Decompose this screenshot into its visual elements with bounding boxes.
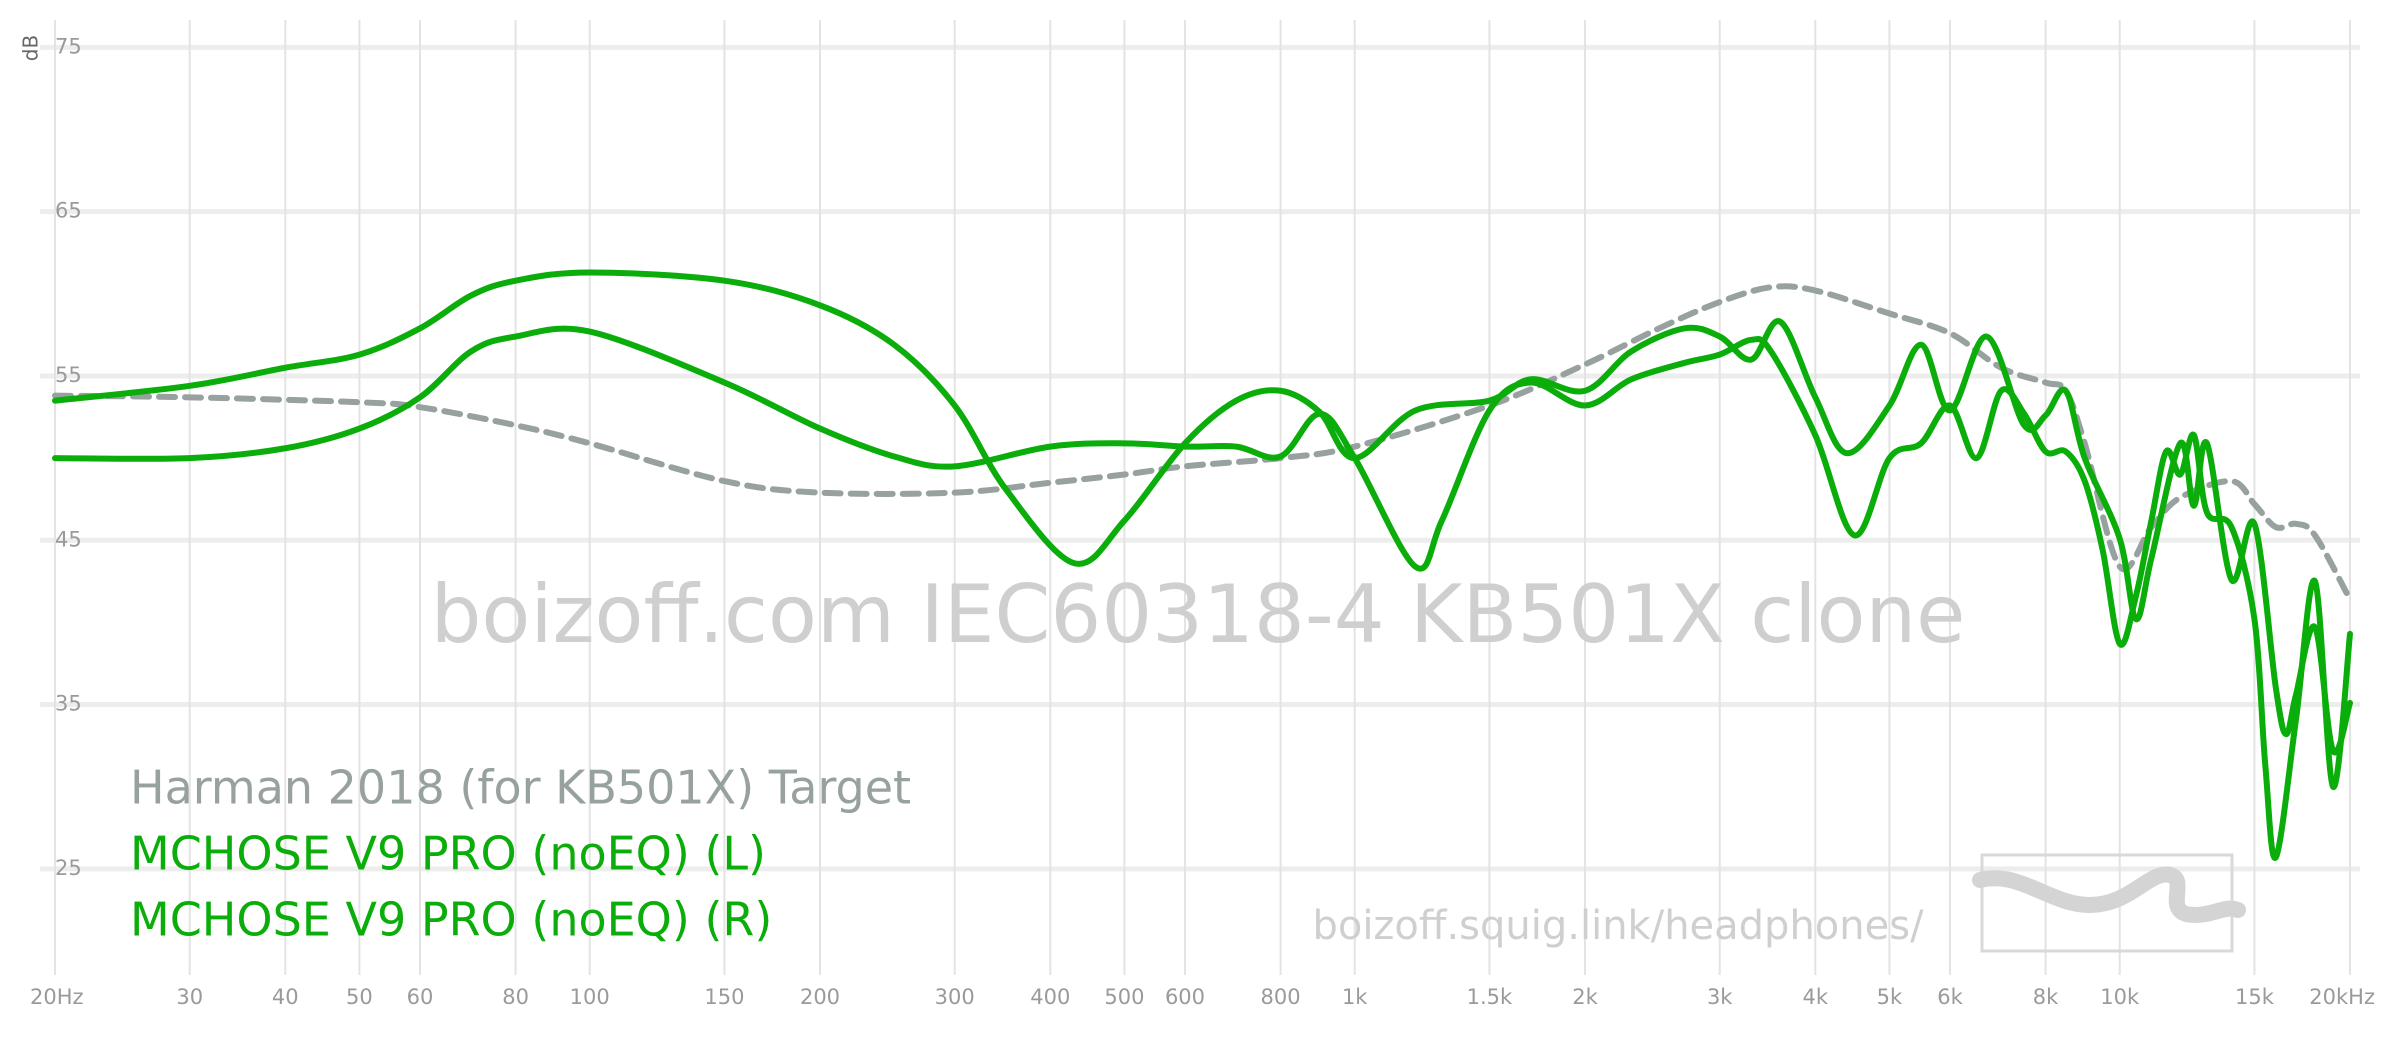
x-tick-label: 100 (570, 985, 610, 1009)
x-tick-label: 400 (1030, 985, 1070, 1009)
x-tick-label: 50 (346, 985, 373, 1009)
x-tick-label: 5k (1877, 985, 1903, 1009)
x-tick-label: 500 (1104, 985, 1144, 1009)
grid: 25 35 45 55 65 75 20Hz 30 40 50 60 80 100 150 200 300 40… (30, 20, 2375, 1009)
lines (52, 269, 2353, 861)
x-tick-label: 1.5k (1467, 985, 1513, 1009)
legend-entry: Harman 2018 (for KB501X) Target (130, 761, 911, 815)
x-tick-label: 800 (1261, 985, 1301, 1009)
x-tick-label: 20Hz (30, 985, 84, 1009)
x-tick-label: 80 (502, 985, 529, 1009)
watermark: boizoff.com IEC60318-4 KB501X clone (431, 568, 1966, 661)
y-axis-label: dB (19, 35, 43, 61)
y-tick-label: 35 (55, 692, 82, 716)
x-tick-label: 600 (1165, 985, 1205, 1009)
x-tick-label: 3k (1707, 985, 1733, 1009)
x-tick-label: 4k (1803, 985, 1829, 1009)
x-tick-label: 10k (2100, 985, 2140, 1009)
y-tick-label: 55 (55, 363, 82, 387)
x-tick-label: 8k (2033, 985, 2059, 1009)
x-tick-label: 15k (2235, 985, 2275, 1009)
legend-entry: MCHOSE V9 PRO (noEQ) (L) (130, 827, 766, 881)
y-tick-label: 45 (55, 527, 82, 551)
x-tick-label: 40 (272, 985, 299, 1009)
series-line (52, 325, 2353, 861)
series-line (52, 269, 2353, 756)
x-tick-label: 30 (176, 985, 203, 1009)
legend: Harman 2018 (for KB501X) Target MCHOSE V9… (130, 761, 911, 947)
x-tick-label: 60 (407, 985, 434, 1009)
y-tick-label: 65 (55, 199, 82, 223)
y-tick-label: 75 (55, 34, 82, 58)
x-tick-label: 200 (800, 985, 840, 1009)
x-tick-label: 6k (1937, 985, 1963, 1009)
logo (1972, 853, 2246, 953)
legend-entry: MCHOSE V9 PRO (noEQ) (R) (130, 893, 772, 947)
x-tick-label: 150 (704, 985, 744, 1009)
x-tick-label: 20kHz (2309, 985, 2375, 1009)
series-line (52, 283, 2353, 603)
x-tick-label: 1k (1342, 985, 1368, 1009)
x-tick-label: 300 (935, 985, 975, 1009)
url: boizoff.squig.link/headphones/ (1312, 903, 1924, 949)
x-tick-label: 2k (1572, 985, 1598, 1009)
y-tick-label: 25 (55, 856, 82, 880)
